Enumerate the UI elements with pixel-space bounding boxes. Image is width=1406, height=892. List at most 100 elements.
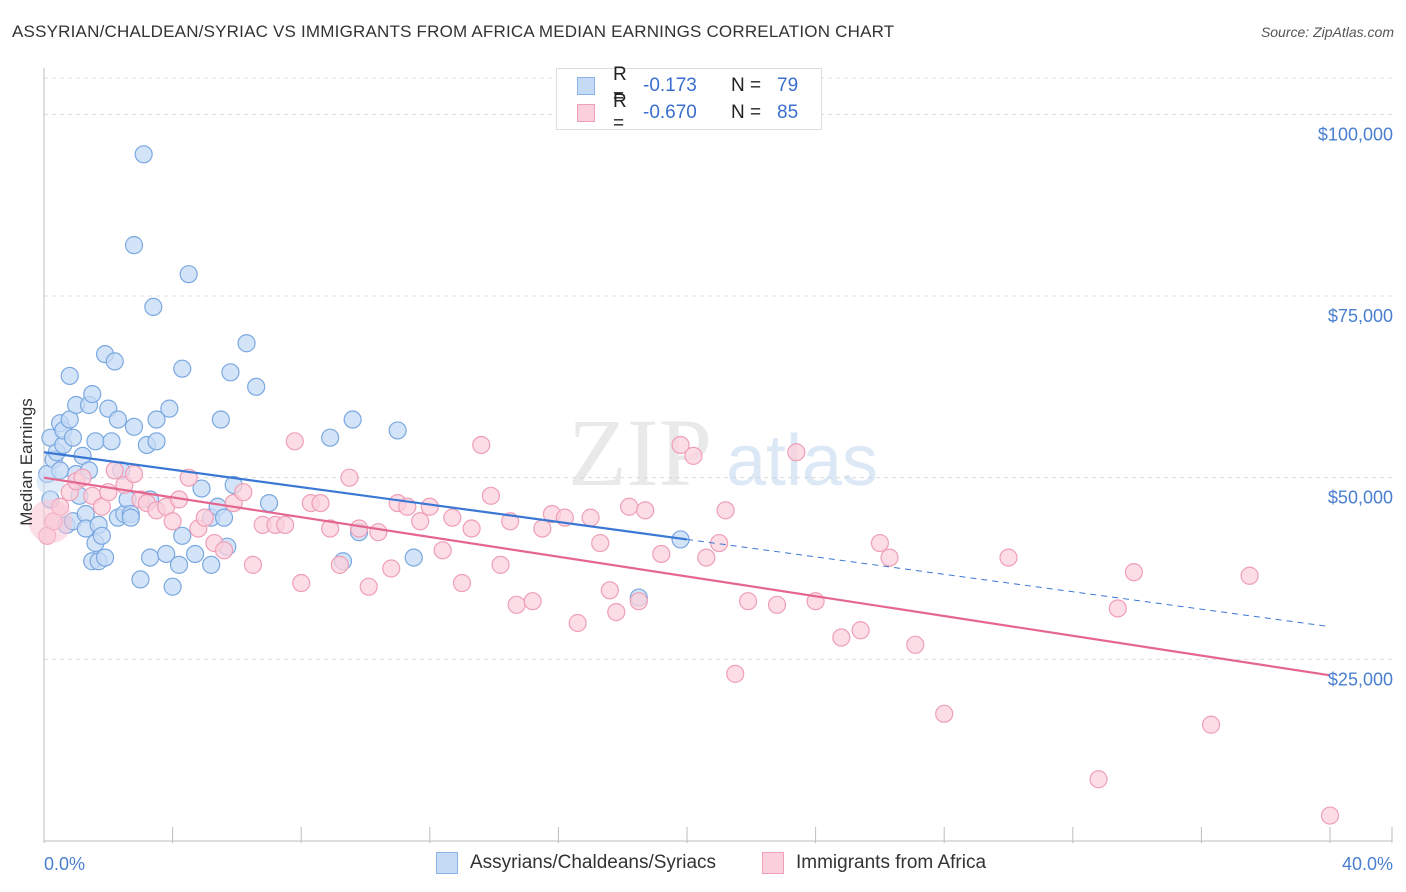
- data-point: [404, 548, 423, 567]
- data-point: [420, 497, 439, 516]
- watermark: ZIP atlas: [568, 399, 878, 506]
- data-point: [787, 443, 806, 462]
- data-point: [433, 541, 452, 560]
- axis-labels: $100,000 $75,000 $50,000 $25,000 0.0% 40.0% Me…: [17, 124, 1393, 874]
- data-point: [1240, 566, 1259, 585]
- data-point: [472, 435, 491, 455]
- data-point: [147, 410, 166, 429]
- data-point: [481, 486, 500, 505]
- data-point: [124, 464, 144, 484]
- data-point: [906, 635, 925, 654]
- data-point: [382, 559, 401, 578]
- x-tick-label: 40.0%: [1342, 854, 1393, 874]
- legend-r-label: R =: [613, 91, 627, 134]
- data-point: [568, 613, 587, 633]
- data-point: [63, 428, 83, 447]
- cluster-point: [28, 499, 73, 544]
- data-point: [221, 363, 240, 382]
- data-point: [684, 446, 703, 465]
- data-point: [349, 519, 369, 538]
- data-point: [767, 595, 787, 614]
- data-point: [95, 548, 115, 567]
- y-tick-label: $25,000: [1328, 669, 1393, 689]
- legend-r-value: -0.670: [643, 102, 697, 123]
- data-point: [321, 519, 340, 538]
- data-point: [1320, 806, 1340, 825]
- legend-row-assyrians: R = -0.173 N = 79: [577, 64, 799, 107]
- data-point: [202, 555, 221, 574]
- data-point: [211, 410, 230, 429]
- data-point: [163, 577, 182, 596]
- data-point: [1108, 599, 1127, 618]
- data-point: [124, 236, 144, 255]
- trend-line: [43, 451, 688, 541]
- data-point: [629, 592, 648, 611]
- data-point: [523, 592, 542, 611]
- data-point: [636, 501, 655, 520]
- data-point: [276, 515, 295, 535]
- data-point: [186, 544, 205, 564]
- data-point: [726, 664, 745, 683]
- data-point: [147, 432, 166, 451]
- data-point: [330, 555, 349, 574]
- data-point: [311, 494, 330, 513]
- data-point: [292, 573, 311, 593]
- y-axis-label: Median Earnings: [17, 398, 36, 526]
- data-point: [935, 704, 954, 723]
- data-point: [83, 385, 102, 404]
- data-point: [738, 592, 758, 611]
- data-point: [533, 519, 552, 538]
- data-point: [870, 533, 890, 553]
- data-point: [237, 334, 256, 353]
- bottom-legend-africa: Immigrants from Africa: [762, 852, 986, 874]
- y-tick-label: $75,000: [1328, 306, 1393, 326]
- data-point: [1201, 715, 1221, 734]
- data-point: [144, 297, 163, 316]
- bottom-legend-swatch-blue: [436, 852, 458, 874]
- chart-title: ASSYRIAN/CHALDEAN/SYRIAC VS IMMIGRANTS F…: [12, 22, 895, 41]
- legend-row-africa: R = -0.670 N = 85: [577, 91, 799, 134]
- data-point: [134, 145, 153, 164]
- data-point: [581, 508, 600, 527]
- data-point: [105, 461, 124, 480]
- data-point: [214, 508, 234, 527]
- data-point: [600, 581, 619, 600]
- data-point: [108, 410, 128, 429]
- grid-lines: [44, 77, 1392, 660]
- data-point: [102, 432, 121, 451]
- data-point: [243, 555, 263, 574]
- watermark-atlas: atlas: [726, 421, 878, 501]
- cluster-point: [36, 467, 65, 496]
- data-point: [157, 544, 176, 564]
- data-point: [131, 570, 150, 589]
- trend-line: [43, 476, 1331, 677]
- legend-swatch-pink: [577, 104, 595, 122]
- data-point: [124, 417, 144, 436]
- data-point: [359, 577, 378, 596]
- data-point: [620, 497, 639, 516]
- axes: [43, 68, 1393, 843]
- y-tick-label: $50,000: [1328, 488, 1393, 508]
- data-point: [92, 526, 111, 545]
- data-point: [140, 548, 160, 567]
- data-point: [340, 468, 359, 487]
- trend-lines: [43, 451, 1331, 677]
- series-africa: [28, 432, 1340, 825]
- legend-n-value: 79: [777, 75, 799, 96]
- data-point: [369, 523, 388, 542]
- data-point: [462, 519, 481, 538]
- bottom-legend-swatch-pink: [762, 852, 784, 874]
- data-point: [851, 621, 870, 640]
- data-point: [507, 595, 526, 614]
- data-point: [173, 359, 192, 378]
- data-point: [491, 555, 510, 574]
- data-point: [259, 494, 279, 513]
- data-point: [411, 512, 430, 531]
- bottom-legend-label: Immigrants from Africa: [796, 852, 987, 873]
- legend-n-value: 85: [777, 102, 799, 123]
- data-point: [169, 555, 189, 574]
- y-tick-label: $100,000: [1318, 124, 1393, 144]
- legend-n-label: N =: [731, 102, 762, 123]
- correlation-legend: R = -0.173 N = 79 R = -0.670 N = 85: [556, 64, 822, 134]
- data-point: [214, 541, 234, 560]
